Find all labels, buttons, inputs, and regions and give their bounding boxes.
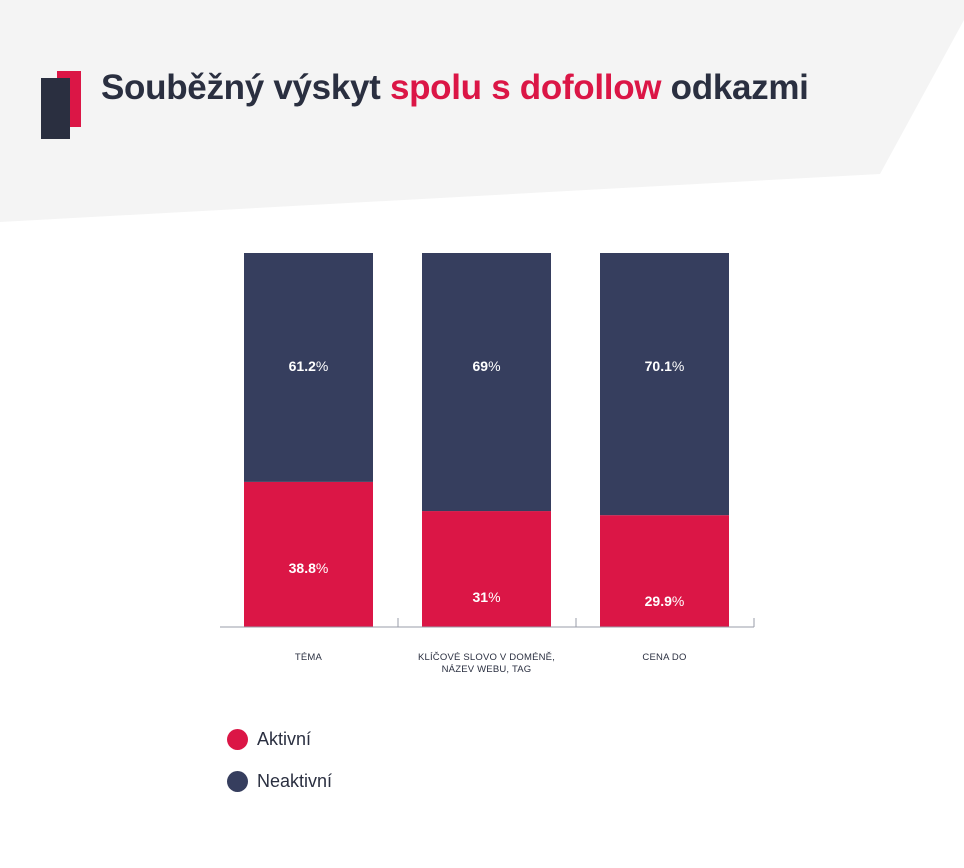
bar-segment — [422, 511, 551, 627]
data-label: 69% — [472, 358, 500, 374]
chart-legend: Aktivní Neaktivní — [227, 727, 332, 811]
title-highlight: spolu s dofollow — [389, 68, 662, 107]
page-title: Souběžný výskyt spolu s dofollow odkazmi — [101, 68, 809, 108]
data-label: 38.8% — [289, 560, 329, 576]
legend-swatch — [227, 728, 248, 750]
legend-swatch — [227, 770, 248, 792]
data-label: 61.2% — [289, 358, 329, 374]
data-label: 29.9% — [645, 593, 685, 609]
legend-label: Aktivní — [257, 728, 312, 749]
x-tick-label: CENA DO — [642, 652, 686, 663]
x-tick-label: KLÍČOVÉ SLOVO V DOMÉNĚ, NÁZEV WEBU, TAG — [418, 652, 555, 675]
legend-label: Neaktivní — [257, 770, 333, 791]
bar-segment — [600, 253, 729, 516]
bar-segment — [244, 481, 373, 627]
legend-item: Aktivní — [227, 727, 332, 751]
logo-icon — [41, 71, 81, 139]
data-label: 31% — [472, 589, 500, 605]
legend-item: Neaktivní — [227, 769, 332, 793]
bar-segment — [422, 253, 551, 512]
title-part1: Souběžný výskyt — [101, 68, 390, 107]
bar-segment — [600, 515, 729, 627]
data-label: 70.1% — [645, 358, 685, 374]
title-part2: odkazmi — [661, 68, 809, 107]
header-background — [0, 0, 964, 222]
bar-segment — [244, 253, 373, 482]
x-tick-label: TÉMA — [295, 652, 323, 663]
stacked-bar-chart: 38.8% 61.2% TÉMA 31% 69% KLÍČOVÉ SLOVO V DOMÉ… — [220, 253, 755, 675]
